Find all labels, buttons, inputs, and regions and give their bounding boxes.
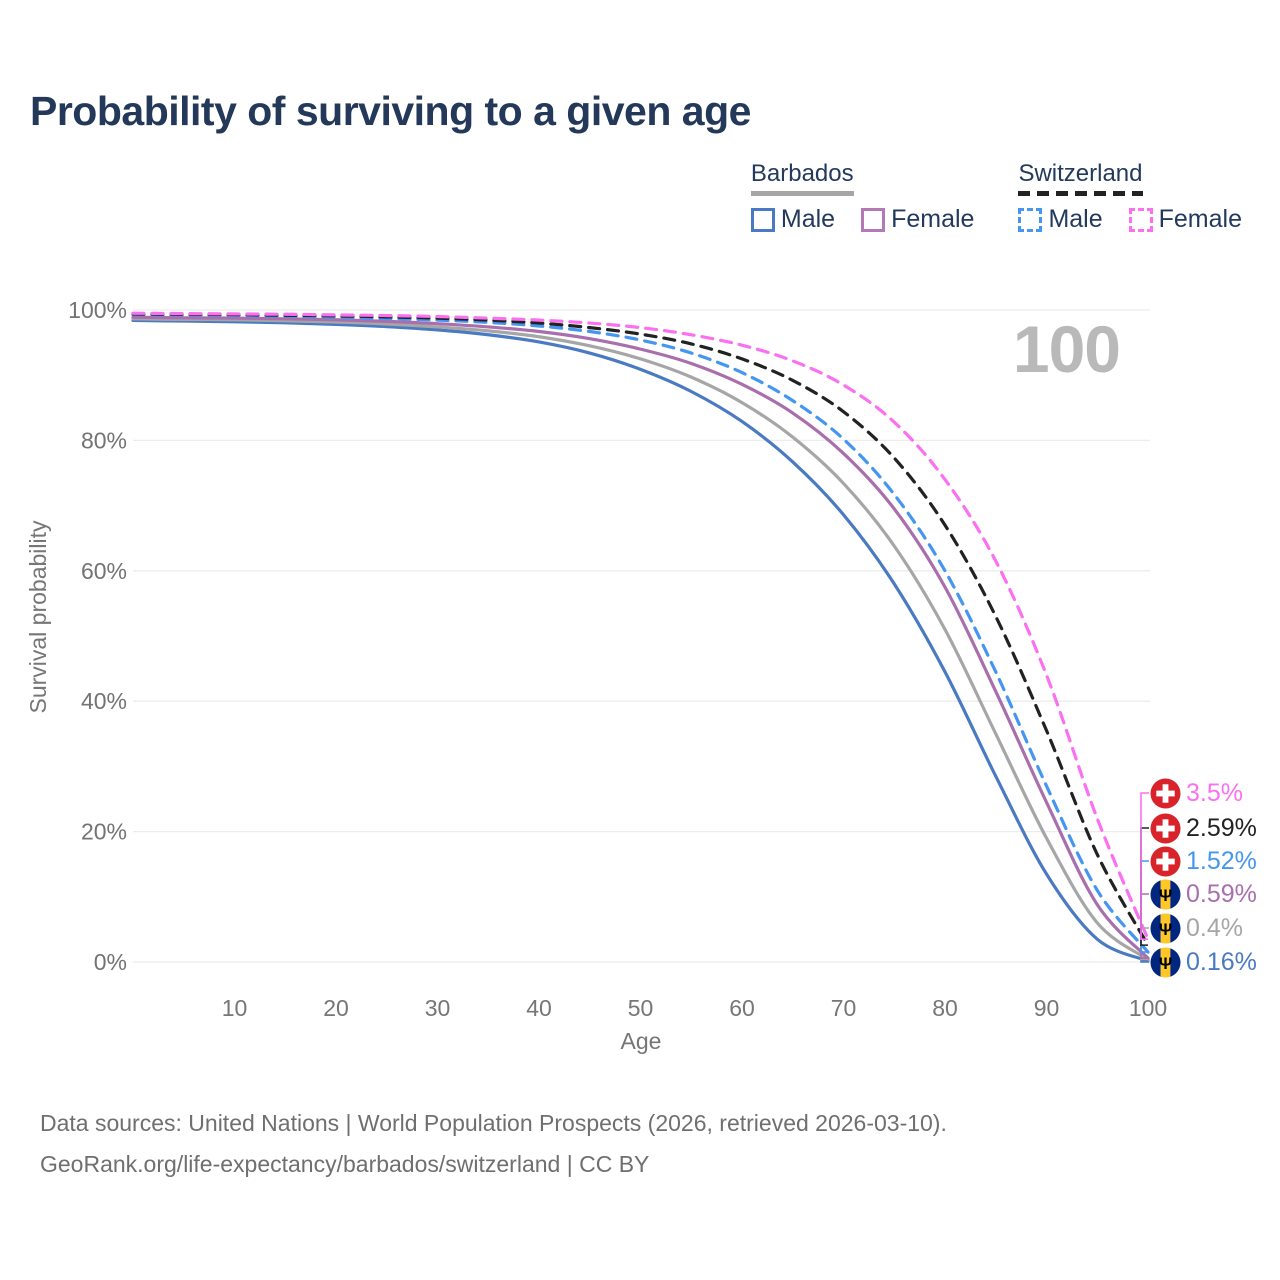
legend-swatch-icon	[861, 207, 886, 232]
curve-switzerland-male[interactable]	[131, 312, 1150, 954]
legend-item-label: Male	[780, 205, 836, 233]
legend-item-label: Female	[891, 205, 975, 233]
x-axis-label: Age	[621, 1028, 662, 1054]
y-tick-60: 60%	[81, 558, 127, 584]
switzerland-flag-icon	[1150, 812, 1181, 844]
barbados-flag-icon: Ψ	[1150, 878, 1181, 910]
legend: Barbados Male Female Switzerland Male Female	[750, 160, 1242, 234]
footer: Data sources: United Nations | World Pop…	[40, 1103, 947, 1185]
legend-country-title: Barbados	[750, 160, 854, 187]
curve-barbados-both[interactable]	[131, 317, 1150, 961]
x-tick-20: 20	[323, 995, 349, 1021]
end-label-switzerland-female: 3.5%	[1150, 777, 1243, 809]
end-label-barbados-male: Ψ 0.16%	[1150, 946, 1257, 978]
y-tick-20: 20%	[81, 819, 127, 845]
legend-country-line-swatch	[1018, 191, 1143, 196]
footer-data-sources: Data sources: United Nations | World Pop…	[40, 1110, 947, 1136]
footer-attribution: GeoRank.org/life-expectancy/barbados/swi…	[40, 1151, 650, 1177]
end-label-value: 0.59%	[1186, 879, 1257, 908]
end-label-switzerland-both: 2.59%	[1150, 812, 1257, 844]
legend-country-line-swatch	[750, 191, 854, 196]
svg-text:Ψ: Ψ	[1159, 954, 1172, 972]
legend-item-switzerland-male[interactable]: Male	[1018, 205, 1103, 234]
end-label-barbados-female: Ψ 0.59%	[1150, 878, 1257, 910]
legend-item-barbados-male[interactable]: Male	[750, 205, 836, 234]
chart-title: Probability of surviving to a given age	[30, 88, 751, 134]
legend-country-title: Switzerland	[1018, 160, 1143, 187]
curve-barbados-male[interactable]	[131, 318, 1150, 963]
end-label-barbados-both: Ψ 0.4%	[1150, 912, 1243, 944]
leader-line-barbados-male	[1140, 960, 1149, 963]
curve-switzerland-both[interactable]	[131, 312, 1150, 947]
x-tick-40: 40	[526, 995, 552, 1021]
switzerland-flag-icon	[1150, 777, 1181, 809]
legend-item-label: Male	[1048, 205, 1103, 233]
x-tick-70: 70	[831, 995, 857, 1021]
svg-text:Ψ: Ψ	[1159, 886, 1172, 904]
svg-text:Ψ: Ψ	[1159, 920, 1172, 938]
curve-barbados-female[interactable]	[131, 315, 1150, 960]
x-tick-100: 100	[1129, 995, 1167, 1021]
leader-line-switzerland-female	[1140, 792, 1149, 940]
legend-swatch-icon	[1018, 207, 1043, 232]
end-label-value: 2.59%	[1186, 813, 1257, 842]
end-label-switzerland-male: 1.52%	[1150, 845, 1257, 877]
x-tick-60: 60	[729, 995, 755, 1021]
end-label-value: 3.5%	[1186, 778, 1243, 807]
y-tick-0: 0%	[94, 949, 127, 975]
legend-group-switzerland: Switzerland Male Female	[1018, 160, 1242, 234]
switzerland-flag-icon	[1150, 845, 1181, 877]
legend-swatch-icon	[1128, 207, 1153, 232]
hover-age-watermark: 100	[1013, 312, 1120, 386]
y-tick-100: 100%	[68, 297, 127, 323]
end-label-value: 1.52%	[1186, 846, 1257, 875]
legend-item-switzerland-female[interactable]: Female	[1128, 205, 1242, 234]
legend-swatch-icon	[750, 207, 775, 232]
x-tick-90: 90	[1034, 995, 1060, 1021]
barbados-flag-icon: Ψ	[1150, 912, 1181, 944]
x-tick-30: 30	[425, 995, 451, 1021]
y-tick-80: 80%	[81, 427, 127, 453]
legend-item-label: Female	[1158, 205, 1242, 233]
curve-switzerland-female[interactable]	[131, 311, 1150, 941]
x-tick-10: 10	[222, 995, 248, 1021]
x-tick-50: 50	[628, 995, 654, 1021]
end-label-value: 0.16%	[1186, 947, 1257, 976]
y-axis-label: Survival probability	[25, 520, 51, 714]
end-label-value: 0.4%	[1186, 913, 1243, 942]
y-tick-40: 40%	[81, 688, 127, 714]
barbados-flag-icon: Ψ	[1150, 946, 1181, 978]
legend-group-barbados: Barbados Male Female	[750, 160, 974, 234]
x-tick-80: 80	[932, 995, 958, 1021]
legend-item-barbados-female[interactable]: Female	[861, 205, 974, 234]
